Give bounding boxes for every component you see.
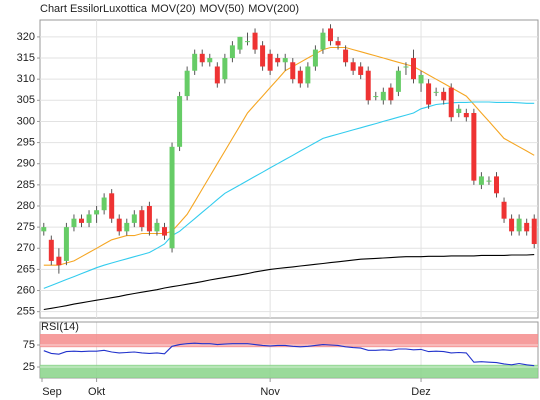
candle-body bbox=[305, 66, 311, 84]
candle-body bbox=[418, 74, 424, 84]
candle-body bbox=[411, 58, 416, 80]
candle-body bbox=[139, 210, 145, 228]
candle-body bbox=[297, 70, 303, 84]
candle-body bbox=[478, 176, 484, 185]
candle-body bbox=[245, 41, 250, 43]
rsi-title: RSI(14) bbox=[41, 321, 79, 333]
y-tick-label: 295 bbox=[17, 136, 35, 148]
candle-body bbox=[343, 49, 349, 63]
legend-entry: MOV(20) bbox=[151, 3, 196, 15]
candle-body bbox=[388, 87, 394, 101]
x-tick-label: Dez bbox=[411, 386, 431, 398]
x-tick-label: Okt bbox=[88, 386, 105, 398]
rsi-band bbox=[40, 364, 538, 378]
candle-body bbox=[448, 87, 454, 118]
candle-body bbox=[282, 58, 288, 63]
candle-body bbox=[56, 256, 62, 266]
candle-body bbox=[426, 83, 432, 105]
candle-body bbox=[199, 53, 205, 63]
y-tick-label: 270 bbox=[17, 242, 35, 254]
y-tick-label: 75 bbox=[23, 339, 35, 351]
candle-body bbox=[320, 32, 326, 50]
candle-body bbox=[41, 227, 47, 232]
candle-body bbox=[229, 45, 235, 59]
y-tick-label: 320 bbox=[17, 31, 35, 43]
candle-body bbox=[79, 218, 84, 223]
candle-body bbox=[48, 239, 54, 261]
candle-body bbox=[184, 70, 190, 97]
candle-body bbox=[365, 70, 371, 101]
legend-entry: MOV(200) bbox=[248, 3, 299, 15]
candle-body bbox=[154, 222, 160, 232]
candle-body bbox=[456, 108, 462, 113]
candle-body bbox=[116, 218, 122, 232]
y-tick-label: 305 bbox=[17, 94, 35, 106]
x-tick-label: Sep bbox=[42, 386, 62, 398]
candle-body bbox=[109, 193, 115, 219]
candle-body bbox=[441, 91, 447, 101]
candle-body bbox=[486, 180, 492, 182]
candle-body bbox=[252, 32, 258, 50]
candle-body bbox=[131, 214, 137, 223]
y-tick-label: 275 bbox=[17, 221, 35, 233]
candle-body bbox=[222, 58, 228, 80]
candle-body bbox=[509, 218, 515, 232]
candle-body bbox=[403, 66, 409, 68]
candle-body bbox=[358, 66, 364, 75]
candle-body bbox=[275, 58, 281, 63]
rsi-band bbox=[40, 334, 538, 348]
candle-body bbox=[328, 28, 333, 42]
plot-area bbox=[39, 19, 539, 319]
y-tick-label: 260 bbox=[17, 284, 35, 296]
candle-body bbox=[350, 62, 356, 71]
candle-body bbox=[433, 91, 439, 93]
moving-average bbox=[43, 254, 535, 311]
y-tick-label: 310 bbox=[17, 73, 35, 85]
candle-body bbox=[471, 112, 477, 181]
candle-body bbox=[516, 218, 522, 232]
chart-title: Chart EssilorLuxottica bbox=[40, 3, 148, 15]
candle-body bbox=[214, 66, 220, 84]
candle-body bbox=[290, 62, 296, 80]
y-tick-label: 265 bbox=[17, 263, 35, 275]
candle-body bbox=[260, 45, 266, 67]
candle-body bbox=[71, 218, 77, 228]
y-tick-label: 315 bbox=[17, 52, 35, 64]
rsi-line bbox=[43, 342, 535, 367]
x-tick-label: Nov bbox=[260, 386, 280, 398]
candle-body bbox=[101, 197, 107, 211]
candle-body bbox=[237, 36, 243, 50]
candle-body bbox=[162, 227, 167, 236]
candle-body bbox=[380, 91, 386, 101]
candle-body bbox=[395, 70, 401, 92]
candle-body bbox=[146, 205, 152, 232]
candle-body bbox=[124, 222, 130, 232]
candle-body bbox=[524, 222, 530, 232]
y-tick-label: 300 bbox=[17, 115, 35, 127]
candle-body bbox=[531, 218, 537, 245]
candle-body bbox=[169, 146, 175, 249]
y-tick-label: 280 bbox=[17, 200, 35, 212]
candle-body bbox=[335, 41, 341, 46]
candle-body bbox=[267, 53, 273, 71]
candle-body bbox=[177, 96, 183, 147]
candle-body bbox=[94, 210, 100, 215]
candle-body bbox=[373, 96, 379, 98]
y-tick-label: 285 bbox=[17, 179, 35, 191]
candle-body bbox=[86, 214, 92, 223]
candle-body bbox=[63, 227, 69, 261]
candle-body bbox=[207, 58, 213, 63]
candle-body bbox=[192, 53, 198, 71]
candle-body bbox=[501, 201, 507, 219]
candle-body bbox=[494, 176, 499, 194]
legend-entry: MOV(50) bbox=[200, 3, 245, 15]
y-tick-label: 255 bbox=[17, 306, 35, 318]
y-tick-label: 25 bbox=[23, 361, 35, 373]
candle-body bbox=[463, 112, 469, 118]
candle-body bbox=[312, 49, 318, 67]
y-tick-label: 290 bbox=[17, 158, 35, 170]
